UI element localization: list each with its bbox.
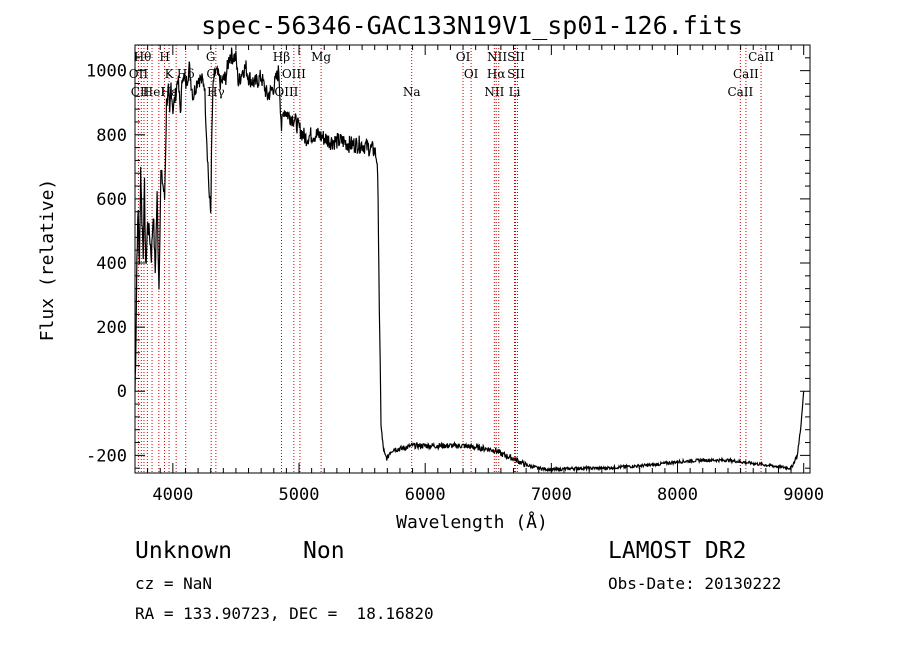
sky-coordinates: RA = 133.90723, DEC = 18.16820 bbox=[135, 604, 434, 623]
y-tick-label-400: 400 bbox=[96, 254, 127, 274]
observation-date: Obs-Date: 20130222 bbox=[608, 574, 782, 593]
line-label-17: CaII bbox=[733, 67, 759, 81]
line-label-7: SII bbox=[507, 50, 525, 64]
line-label-26: CaII bbox=[727, 85, 753, 99]
y-tick-label-800: 800 bbox=[96, 126, 127, 146]
object-class: Unknown bbox=[135, 538, 232, 564]
spectrum-line bbox=[134, 47, 805, 474]
line-label-8: CaII bbox=[748, 50, 774, 64]
line-label-12: G bbox=[206, 67, 216, 81]
line-label-4: Mg bbox=[311, 50, 331, 64]
chart-title: spec-56346-GAC133N19V1_sp01-126.fits bbox=[201, 11, 743, 40]
x-axis-label: Wavelength (Å) bbox=[396, 511, 548, 533]
line-label-13: OIII bbox=[282, 67, 306, 81]
line-label-5: OI bbox=[456, 50, 471, 64]
line-label-2: G bbox=[206, 50, 216, 64]
y-tick-label--200: -200 bbox=[86, 446, 127, 466]
redshift-cz: cz = NaN bbox=[135, 574, 213, 593]
y-tick-labels: -200 0 200 400 600 800 1000 bbox=[86, 62, 127, 467]
object-subclass: Non bbox=[303, 538, 345, 564]
y-tick-label-200: 200 bbox=[96, 318, 127, 338]
line-label-22: OIII bbox=[274, 85, 298, 99]
line-label-9: OII bbox=[129, 67, 149, 81]
y-tick-label-0: 0 bbox=[117, 382, 127, 402]
line-label-25: Li bbox=[509, 85, 521, 99]
x-tick-label-4000: 4000 bbox=[152, 485, 193, 505]
x-tick-label-9000: 9000 bbox=[783, 485, 824, 505]
x-tick-label-6000: 6000 bbox=[405, 485, 446, 505]
x-tick-label-5000: 5000 bbox=[279, 485, 320, 505]
x-tick-labels: 4000 5000 6000 7000 8000 9000 bbox=[152, 485, 824, 505]
line-label-1: H bbox=[159, 50, 169, 64]
y-tick-label-600: 600 bbox=[96, 190, 127, 210]
spectral-line-markers bbox=[137, 45, 762, 473]
line-label-10: K bbox=[165, 67, 175, 81]
line-label-0: Hθ bbox=[134, 50, 152, 64]
x-tick-label-8000: 8000 bbox=[657, 485, 698, 505]
line-label-23: Na bbox=[403, 85, 421, 99]
line-label-15: Hα bbox=[487, 67, 506, 81]
line-label-16: SII bbox=[507, 67, 525, 81]
survey-name: LAMOST DR2 bbox=[608, 538, 747, 564]
axis-ticks bbox=[134, 44, 810, 473]
line-label-14: OI bbox=[464, 67, 479, 81]
line-label-6: NII bbox=[487, 50, 507, 64]
plot-frame bbox=[134, 44, 811, 474]
y-axis-label: Flux (relative) bbox=[37, 179, 58, 342]
line-label-24: NII bbox=[484, 85, 504, 99]
line-label-3: Hβ bbox=[273, 50, 290, 64]
line-label-21: Hγ bbox=[207, 85, 225, 99]
y-tick-label-1000: 1000 bbox=[86, 62, 127, 82]
x-tick-label-7000: 7000 bbox=[531, 485, 572, 505]
line-label-19: HeI bbox=[143, 85, 166, 99]
